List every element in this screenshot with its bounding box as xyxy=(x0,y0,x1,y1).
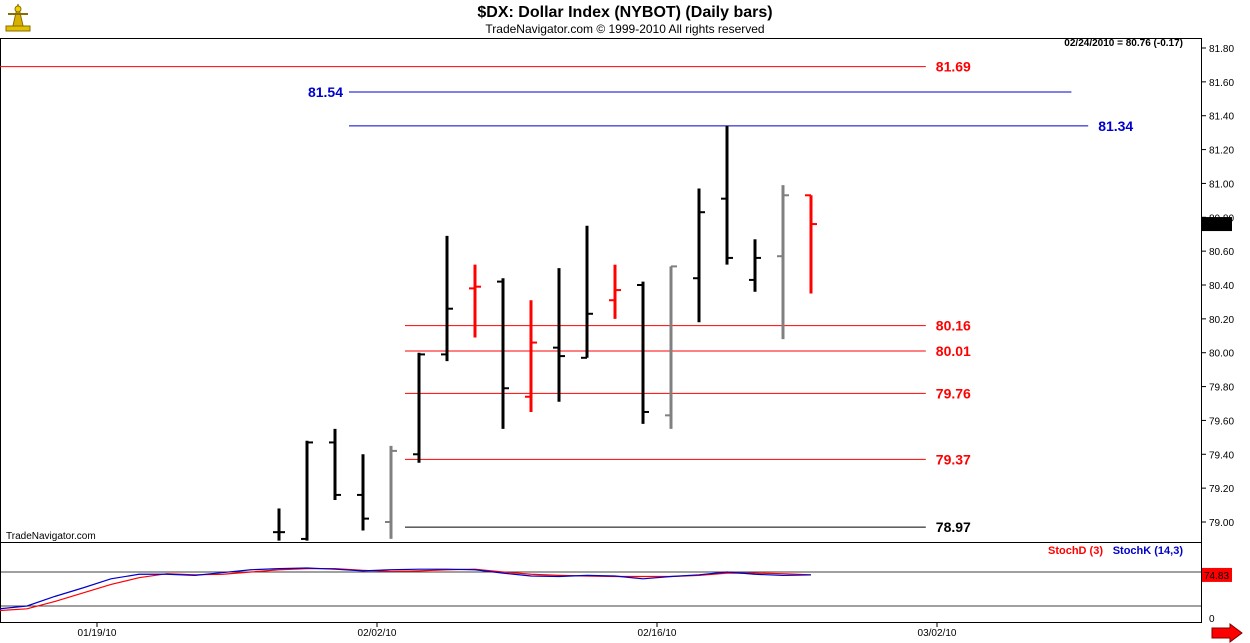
stoch-value-tag xyxy=(1202,567,1232,582)
y-tick-label: 80.20 xyxy=(1209,315,1234,326)
last-price-label: 80.76 xyxy=(1204,220,1229,231)
level-label: 81.34 xyxy=(1098,118,1133,134)
ohlc-bar xyxy=(805,194,817,294)
x-tick-label: 02/02/10 xyxy=(358,628,397,639)
ohlc-bar xyxy=(553,268,565,402)
x-tick-label: 01/19/10 xyxy=(78,628,117,639)
ohlc-bar xyxy=(525,300,537,412)
ohlc-bar xyxy=(693,188,705,323)
y-tick-label: 79.60 xyxy=(1209,416,1234,427)
last-price-tag xyxy=(1202,217,1232,232)
x-tick-label: 02/16/10 xyxy=(638,628,677,639)
level-label: 80.01 xyxy=(936,343,971,359)
ohlc-bar xyxy=(749,239,761,292)
watermark: TradeNavigator.com xyxy=(6,531,96,542)
stoch-legend-k: StochK (14,3) xyxy=(1113,545,1184,557)
y-tick-label: 80.00 xyxy=(1209,349,1234,360)
stoch-series-line xyxy=(0,567,812,610)
y-tick-label: 81.20 xyxy=(1209,146,1234,157)
level-label: 78.97 xyxy=(936,519,971,535)
y-tick-label: 79.20 xyxy=(1209,484,1234,495)
ohlc-bar xyxy=(777,185,789,340)
ohlc-bar xyxy=(497,278,509,429)
ohlc-bar xyxy=(273,508,285,541)
ohlc-bar xyxy=(385,445,397,539)
stoch-legend: StochD (3) StochK (14,3) xyxy=(1048,545,1183,557)
level-label: 79.76 xyxy=(936,385,971,401)
chart-title: $DX: Dollar Index (NYBOT) (Daily bars) xyxy=(477,4,772,21)
x-tick-label: 03/02/10 xyxy=(918,628,957,639)
ohlc-bar xyxy=(609,264,621,319)
level-label: 80.16 xyxy=(936,318,971,334)
y-tick-label: 81.80 xyxy=(1209,44,1234,55)
y-tick-label: 79.00 xyxy=(1209,518,1234,529)
y-tick-label: 81.40 xyxy=(1209,112,1234,123)
stoch-legend-d: StochD (3) xyxy=(1048,545,1103,557)
ohlc-bar xyxy=(441,235,453,362)
main-plot-frame xyxy=(0,38,1202,543)
ohlc-bar xyxy=(721,125,733,265)
y-tick-label: 79.40 xyxy=(1209,450,1234,461)
ohlc-bar xyxy=(665,265,677,429)
level-label: 81.69 xyxy=(936,59,971,75)
ohlc-bar xyxy=(469,264,481,338)
ohlc-bar xyxy=(413,352,425,463)
y-tick-label: 79.80 xyxy=(1209,383,1234,394)
level-label: 79.37 xyxy=(936,451,971,467)
y-tick-label: 80.40 xyxy=(1209,281,1234,292)
logo-icon xyxy=(4,3,32,32)
ohlc-bar xyxy=(637,281,649,424)
ohlc-bar xyxy=(357,454,369,531)
ohlc-bar xyxy=(329,428,341,500)
ohlc-bar xyxy=(301,440,313,541)
price-readout: 02/24/2010 = 80.76 (-0.17) xyxy=(1064,38,1183,49)
scroll-right-arrow-icon[interactable] xyxy=(1211,623,1243,643)
level-label: 81.54 xyxy=(308,84,343,100)
indicator-plot-frame xyxy=(0,542,1202,623)
y-tick-label: 81.60 xyxy=(1209,78,1234,89)
y-tick-label: 81.00 xyxy=(1209,179,1234,190)
stoch-y-tick-label: 0 xyxy=(1209,614,1215,625)
y-tick-label: 80.60 xyxy=(1209,247,1234,258)
ohlc-bar xyxy=(581,225,593,359)
chart-subtitle: TradeNavigator.com © 1999-2010 All right… xyxy=(485,22,764,36)
stoch-value-label: 74.83 xyxy=(1204,571,1229,582)
